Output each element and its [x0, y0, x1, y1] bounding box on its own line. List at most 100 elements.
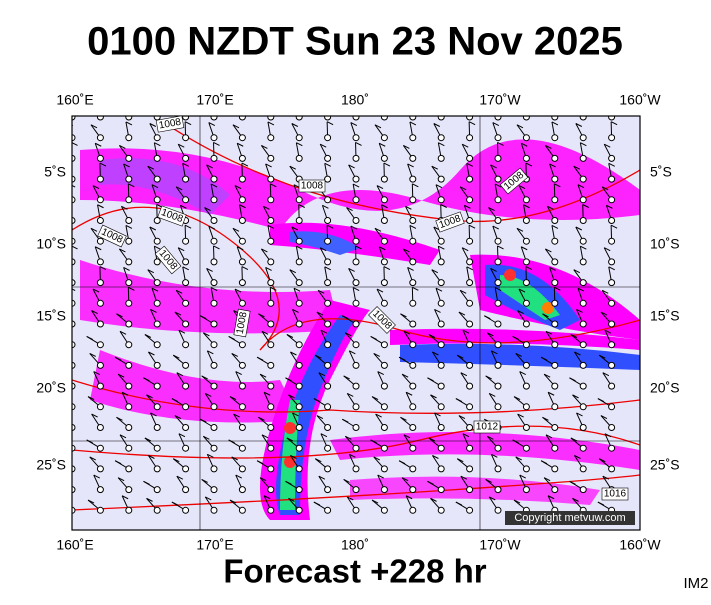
barb-station — [325, 425, 331, 431]
barb-station — [495, 155, 501, 161]
barb-station — [97, 135, 103, 141]
barb-station — [580, 280, 586, 286]
barb-station — [296, 321, 302, 327]
barb-station — [523, 114, 529, 120]
barb-station — [381, 466, 387, 472]
barb-station — [296, 238, 302, 244]
barb-station — [467, 218, 473, 224]
barb-station — [580, 383, 586, 389]
barb-station — [580, 342, 586, 348]
barb-flag — [63, 497, 69, 500]
barb-staff — [263, 103, 270, 117]
barb-station — [268, 425, 274, 431]
barb-station — [183, 466, 189, 472]
barb-station — [296, 487, 302, 493]
barb-station — [325, 321, 331, 327]
barb-station — [154, 383, 160, 389]
barb-station — [325, 300, 331, 306]
barb-station — [97, 362, 103, 368]
barb-station — [467, 487, 473, 493]
lat-label-left: 25˚S — [36, 457, 66, 473]
barb-station — [183, 238, 189, 244]
barb-station — [467, 507, 473, 513]
barb-station — [381, 507, 387, 513]
barb-station — [296, 114, 302, 120]
lat-label-left: 15˚S — [36, 308, 66, 324]
barb-station — [410, 404, 416, 410]
barb-station — [154, 218, 160, 224]
lat-label-right: 25˚S — [650, 457, 680, 473]
isobar-label-group: 1016 — [602, 488, 628, 500]
barb-station — [296, 445, 302, 451]
barb-station — [609, 155, 615, 161]
barb-station — [580, 176, 586, 182]
barb-station — [353, 466, 359, 472]
barb-station — [97, 321, 103, 327]
barb-station — [268, 342, 274, 348]
barb-station — [268, 218, 274, 224]
barb-station — [381, 155, 387, 161]
barb-station — [183, 155, 189, 161]
barb-station — [353, 300, 359, 306]
barb-station — [609, 176, 615, 182]
barb-staff — [322, 102, 327, 117]
barb-station — [580, 300, 586, 306]
barb-station — [154, 362, 160, 368]
barb-staff — [58, 419, 72, 427]
barb-station — [239, 487, 245, 493]
barb-station — [325, 197, 331, 203]
barb-station — [495, 342, 501, 348]
barb-station — [296, 218, 302, 224]
barb-station — [239, 155, 245, 161]
barb-station — [438, 466, 444, 472]
barb-staff — [63, 208, 72, 221]
barb-station — [183, 114, 189, 120]
barb-station — [495, 445, 501, 451]
barb-station — [239, 383, 245, 389]
lat-label-left: 10˚S — [36, 236, 66, 252]
barb-station — [552, 383, 558, 389]
barb-station — [523, 197, 529, 203]
barb-station — [467, 404, 473, 410]
barb-station — [467, 321, 473, 327]
barb-station — [268, 135, 274, 141]
barb-station — [211, 197, 217, 203]
barb-station — [353, 404, 359, 410]
barb-station — [239, 280, 245, 286]
barb-station — [296, 466, 302, 472]
barb-station — [609, 114, 615, 120]
barb-staff — [61, 333, 72, 345]
barb-station — [609, 238, 615, 244]
barb-station — [183, 362, 189, 368]
barb-station — [183, 383, 189, 389]
barb-station — [467, 135, 473, 141]
barb-station — [211, 383, 217, 389]
barb-flag — [583, 101, 589, 104]
barb-station — [296, 135, 302, 141]
image-code: IM2 — [683, 575, 708, 592]
barb-flag — [180, 102, 186, 105]
barb-station — [97, 238, 103, 244]
barb-staff — [240, 101, 243, 117]
barb-station — [239, 300, 245, 306]
barb-station — [296, 362, 302, 368]
barb-station — [438, 114, 444, 120]
barb-staff — [606, 102, 611, 117]
barb-flag — [63, 208, 69, 211]
barb-station — [126, 425, 132, 431]
barb-station — [211, 114, 217, 120]
barb-station — [154, 487, 160, 493]
barb-station — [183, 176, 189, 182]
barb-station — [495, 218, 501, 224]
barb-station — [268, 383, 274, 389]
barb-station — [438, 507, 444, 513]
barb-station — [495, 321, 501, 327]
barb-station — [381, 280, 387, 286]
barb-station — [239, 404, 245, 410]
isobar-label: 1008 — [301, 181, 324, 192]
barb-station — [268, 507, 274, 513]
barb-flag — [65, 454, 71, 457]
barb-station — [353, 176, 359, 182]
barb-station — [580, 487, 586, 493]
